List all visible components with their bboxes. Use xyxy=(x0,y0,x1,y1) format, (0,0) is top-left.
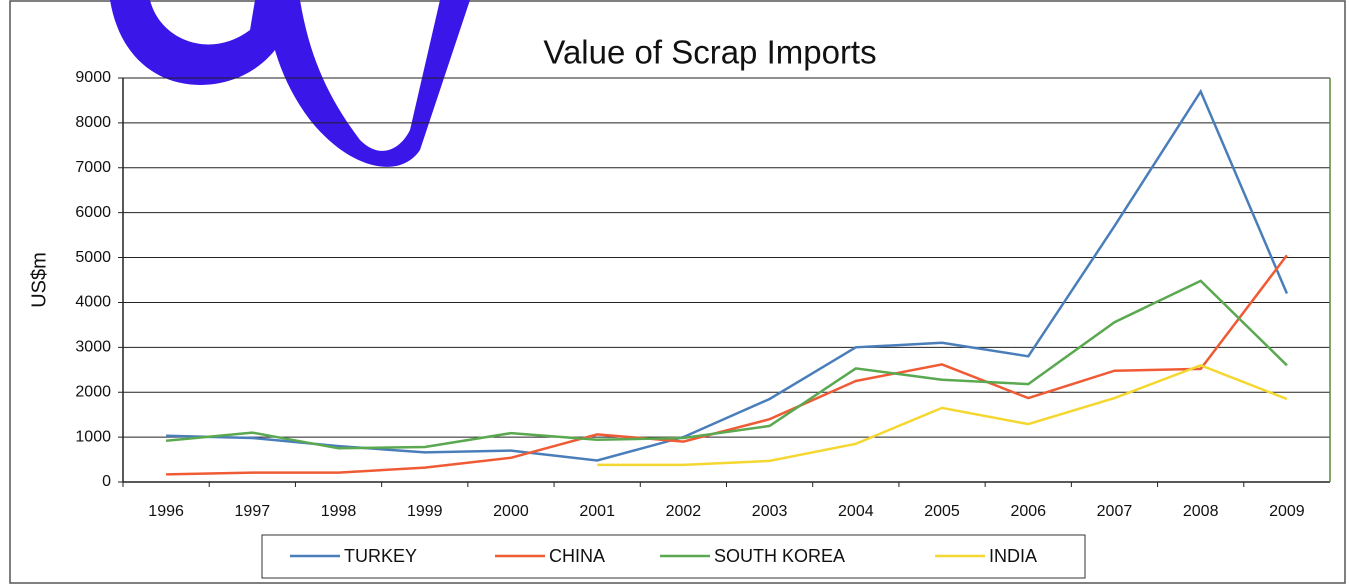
x-tick-label: 1996 xyxy=(148,503,184,520)
y-tick-label: 0 xyxy=(102,473,111,490)
y-axis-label: US$m xyxy=(28,252,50,308)
y-tick-label: 5000 xyxy=(75,249,111,266)
x-tick-label: 2004 xyxy=(838,503,874,520)
overlay-stroke xyxy=(110,0,470,167)
legend-label: TURKEY xyxy=(344,546,417,566)
x-tick-label: 2001 xyxy=(579,503,615,520)
series-line xyxy=(597,363,1288,467)
y-tick-label: 8000 xyxy=(75,114,111,131)
chart-title: Value of Scrap Imports xyxy=(543,34,876,71)
series-line xyxy=(165,279,1288,450)
x-tick-label: 2009 xyxy=(1269,503,1305,520)
x-tick-label: 1997 xyxy=(235,503,271,520)
y-tick-label: 2000 xyxy=(75,383,111,400)
chart-border xyxy=(9,0,1346,584)
y-tick-label: 1000 xyxy=(75,428,111,445)
y-tick-label: 4000 xyxy=(75,294,111,311)
series-line xyxy=(166,254,1288,476)
x-tick-label: 2003 xyxy=(752,503,788,520)
legend-label: INDIA xyxy=(989,546,1037,566)
y-tick-label: 3000 xyxy=(75,339,111,356)
x-tick-label: 2005 xyxy=(924,503,960,520)
x-tick-label: 2006 xyxy=(1010,503,1046,520)
x-tick-label: 1998 xyxy=(321,503,357,520)
x-tick-label: 2007 xyxy=(1097,503,1133,520)
x-tick-label: 2000 xyxy=(493,503,529,520)
y-tick-label: 9000 xyxy=(75,69,111,86)
legend-label: SOUTH KOREA xyxy=(714,546,845,566)
x-tick-label: 1999 xyxy=(407,503,443,520)
x-tick-label: 2008 xyxy=(1183,503,1219,520)
x-tick-label: 2002 xyxy=(666,503,702,520)
y-tick-label: 7000 xyxy=(75,159,111,176)
y-tick-label: 6000 xyxy=(75,204,111,221)
legend-label: CHINA xyxy=(549,546,605,566)
